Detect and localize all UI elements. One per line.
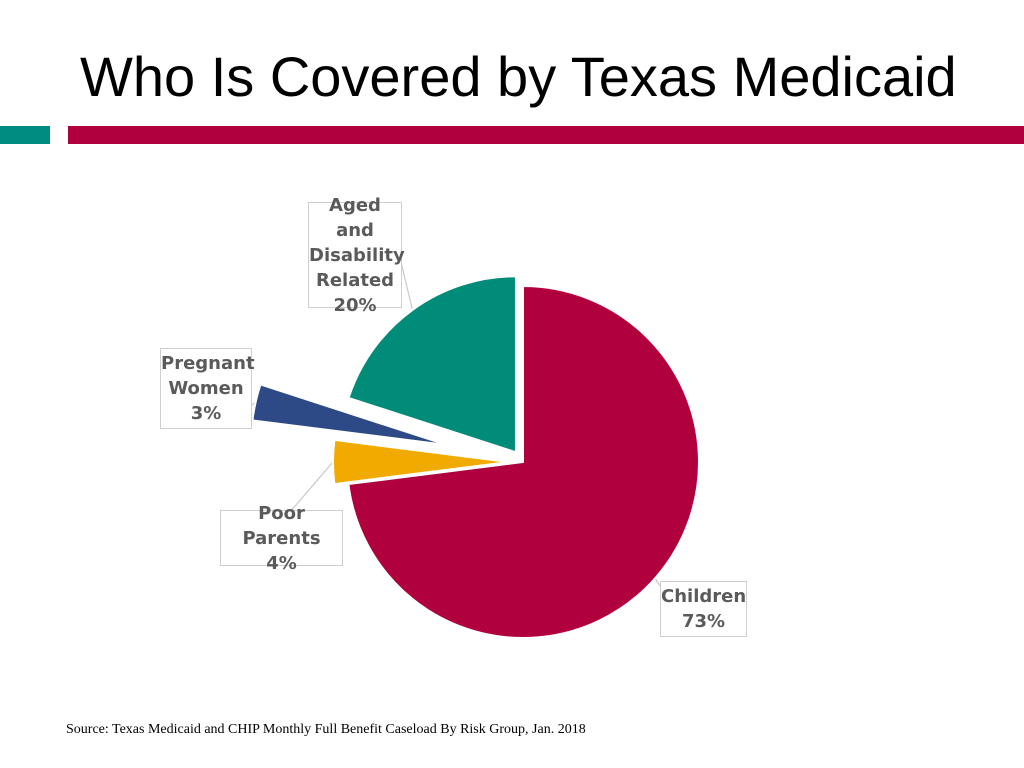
label-percent: 20% [333,294,377,316]
leader-line-aged-disability [399,257,414,311]
pie-slice-aged-disability [347,275,517,454]
slide-title: Who Is Covered by Texas Medicaid [80,45,957,108]
data-label-aged-disability: Aged and Disability Related 20% [308,195,405,316]
label-percent: 73% [681,611,726,632]
pie-slice-children [347,284,700,639]
label-line: Poor Parents [242,502,321,549]
pie-slice-poor-parents [332,438,510,486]
leader-line-poor-parents [289,461,334,513]
label-line: Disability [309,244,405,266]
label-line: Aged and [329,194,381,241]
label-percent: 3% [190,403,222,424]
label-line: Children [661,586,747,607]
accent-bar-left [0,126,50,144]
data-label-pregnant-women: Pregnant Women 3% [160,348,255,429]
accent-bar-right [68,126,1024,144]
source-note: Source: Texas Medicaid and CHIP Monthly … [66,722,586,737]
label-line: Related [315,269,395,291]
data-label-children: Children 73% [660,581,747,637]
label-line: Pregnant [161,353,255,374]
label-percent: 4% [266,552,297,574]
pie-slice-pregnant-women [251,383,448,446]
label-line: Women [168,378,244,399]
data-label-poor-parents: Poor Parents 4% [220,503,343,574]
